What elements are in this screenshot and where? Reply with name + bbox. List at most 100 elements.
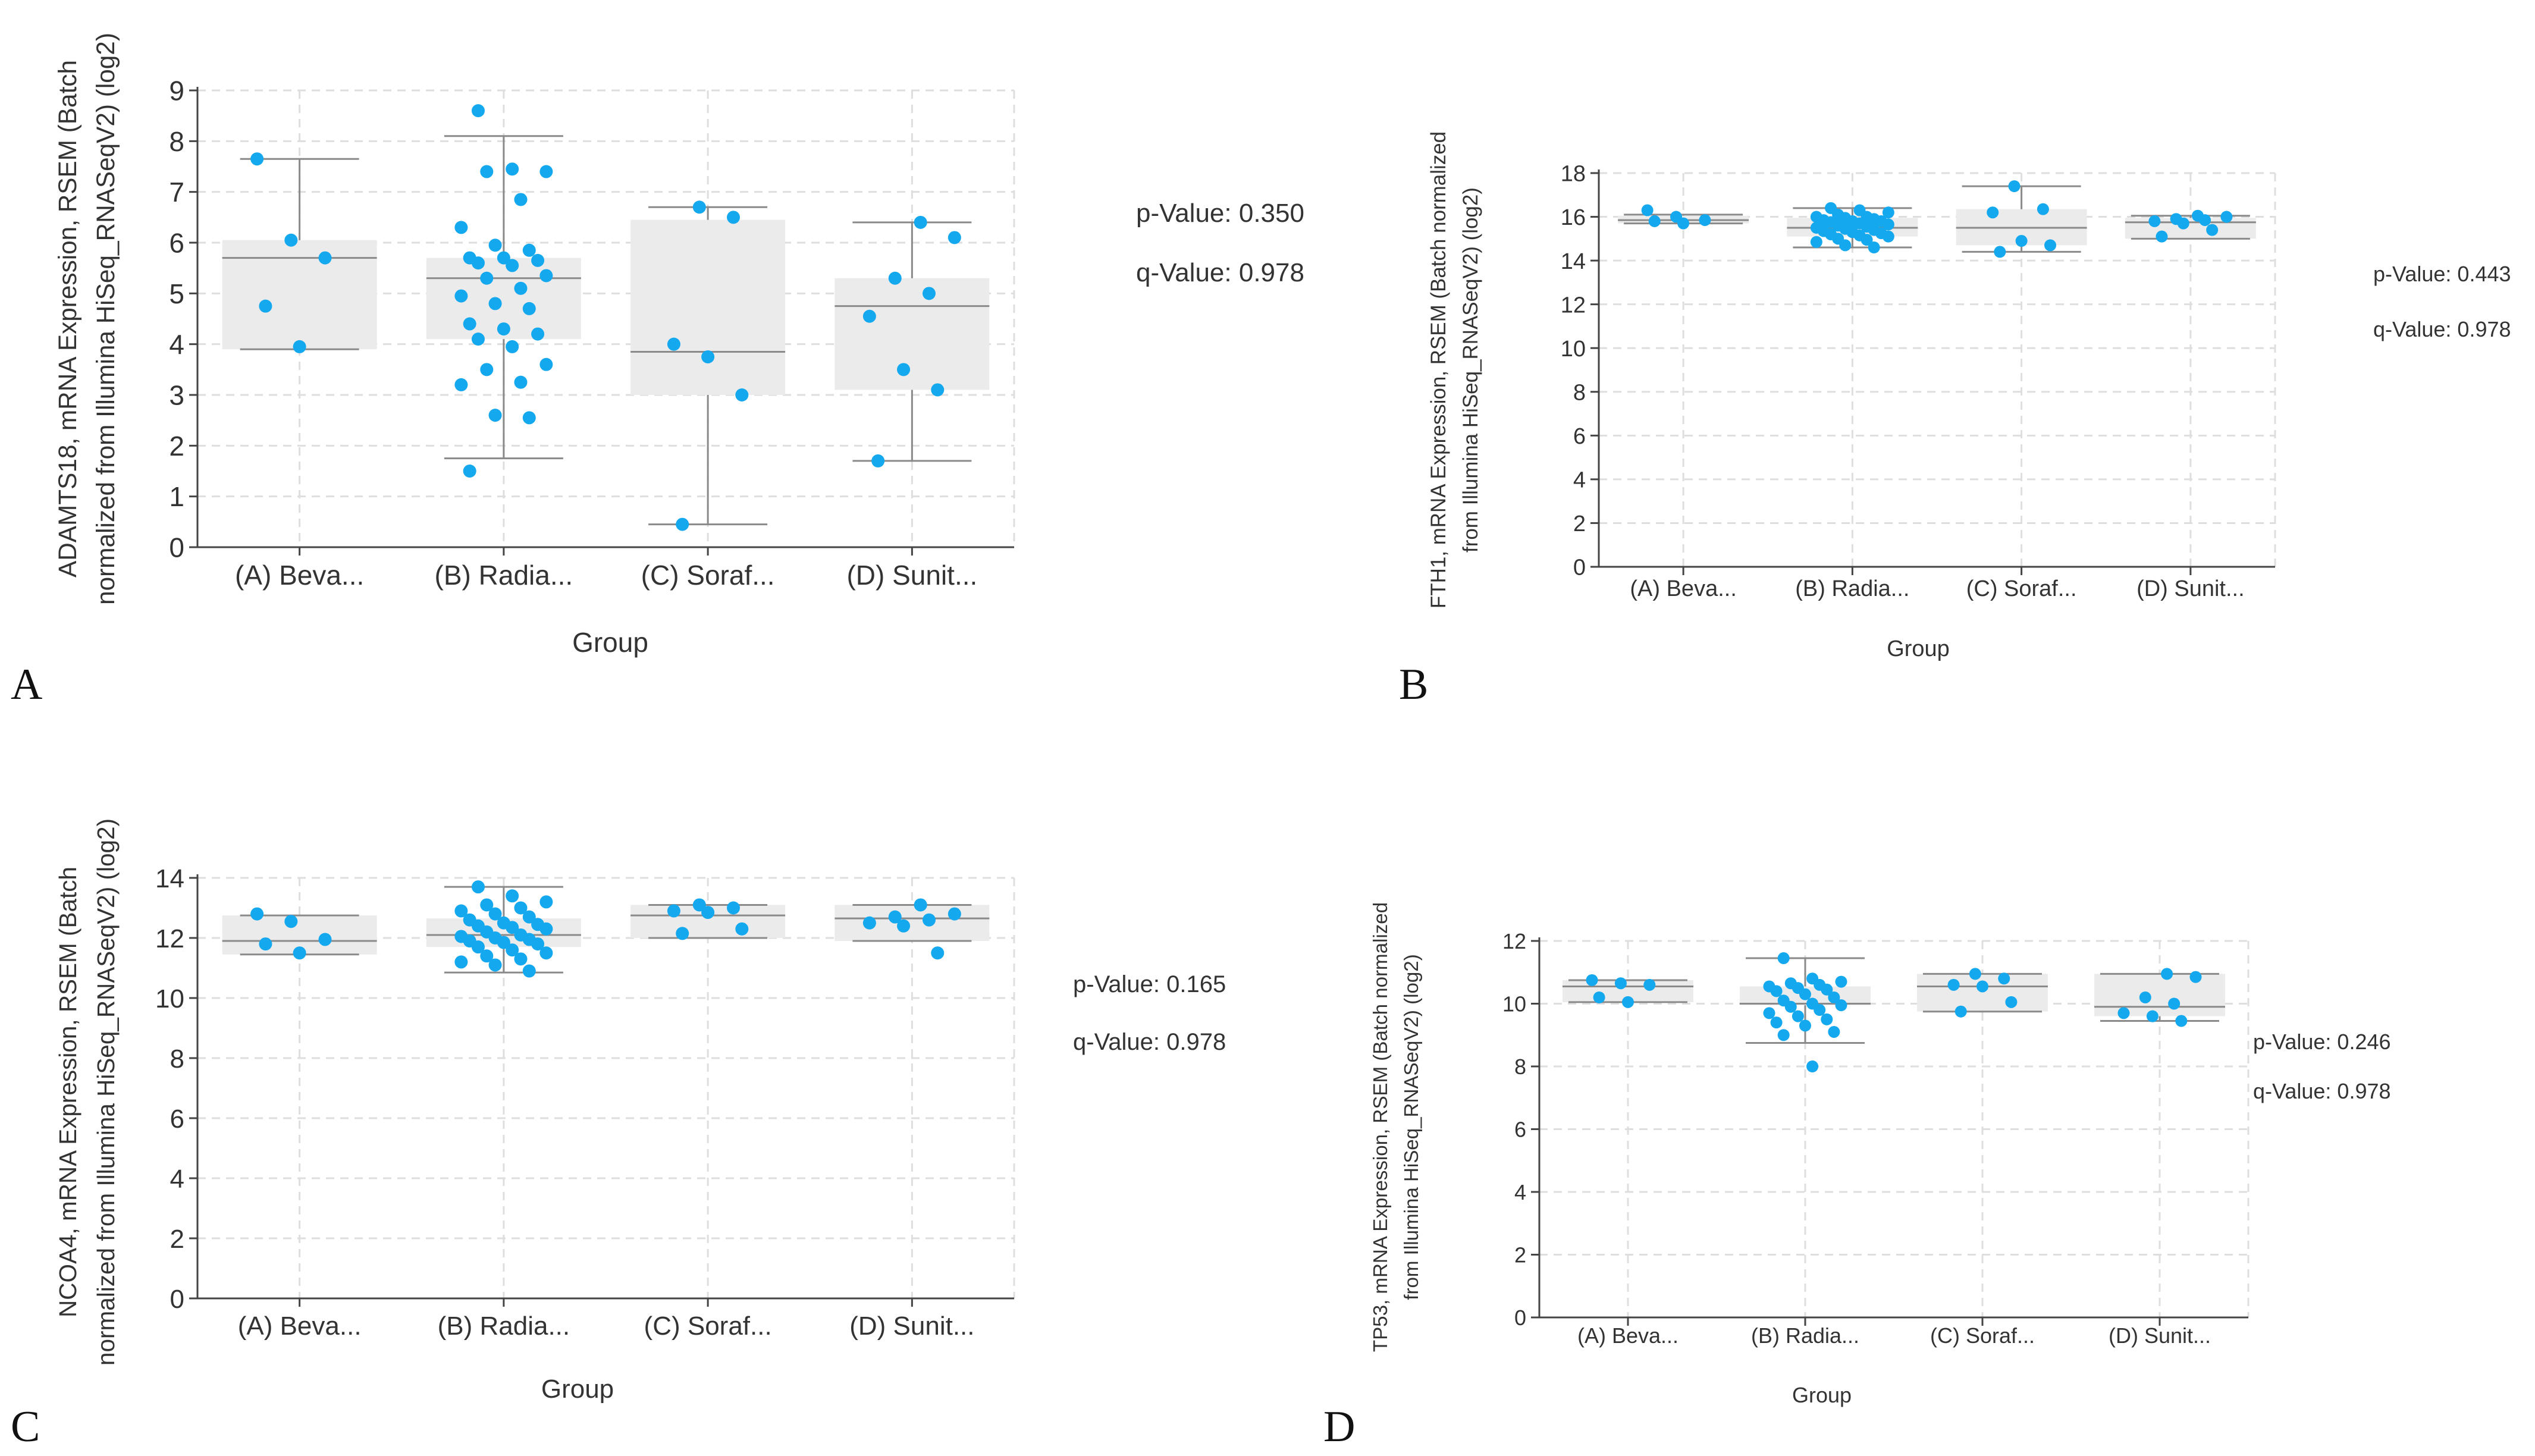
- data-point: [1699, 214, 1711, 227]
- p-value-label: p-Value: 0.246: [2253, 1030, 2391, 1054]
- x-tick-label: (D) Sunit...: [849, 1311, 974, 1341]
- y-tick-label: 6: [170, 1104, 184, 1134]
- data-point: [471, 332, 485, 346]
- q-value-label: q-Value: 0.978: [2253, 1079, 2391, 1103]
- points-group-3: [667, 200, 749, 531]
- data-point: [1835, 975, 1847, 988]
- data-point: [862, 309, 876, 323]
- data-point: [1835, 999, 1847, 1012]
- data-point: [1641, 204, 1654, 216]
- points-group-4: [2148, 209, 2233, 243]
- x-tick-label: (D) Sunit...: [2136, 576, 2245, 601]
- points-group-4: [862, 898, 961, 960]
- y-tick-label: 5: [169, 278, 184, 309]
- data-point: [1839, 239, 1852, 252]
- data-point: [284, 915, 298, 928]
- y-axis-label: normalized from Illumina HiSeq_RNASeqV2)…: [92, 818, 120, 1366]
- data-point: [506, 889, 519, 903]
- data-point: [1677, 217, 1690, 230]
- data-point: [471, 256, 485, 270]
- data-point: [454, 904, 468, 918]
- data-point: [471, 940, 485, 954]
- data-point: [667, 337, 680, 351]
- y-tick-label: 14: [1561, 249, 1586, 274]
- data-point: [539, 922, 553, 936]
- panel-letter: D: [1323, 1402, 1355, 1451]
- data-point: [1777, 1029, 1790, 1041]
- data-point: [1828, 991, 1840, 1003]
- data-point: [1643, 978, 1656, 991]
- data-point: [522, 910, 536, 924]
- data-point: [539, 269, 553, 283]
- data-point: [514, 281, 528, 295]
- data-point: [1882, 206, 1894, 219]
- panel-letter: B: [1399, 660, 1428, 709]
- points-group-2: [454, 880, 553, 978]
- data-point: [701, 906, 715, 920]
- data-point: [676, 927, 689, 940]
- x-tick-label: (A) Beva...: [1630, 576, 1737, 601]
- data-point: [2037, 203, 2049, 215]
- data-point: [2044, 239, 2057, 252]
- data-point: [1821, 1013, 1833, 1025]
- data-point: [922, 913, 936, 927]
- data-point: [497, 936, 510, 949]
- y-tick-label: 0: [1514, 1306, 1526, 1330]
- box-iqr: [222, 240, 377, 350]
- data-point: [250, 152, 264, 166]
- data-point: [522, 964, 536, 978]
- box-4: [2125, 215, 2256, 240]
- data-point: [1799, 988, 1811, 1000]
- y-tick-label: 2: [170, 1225, 184, 1254]
- data-point: [531, 253, 545, 267]
- q-value-label: q-Value: 0.978: [1073, 1029, 1226, 1055]
- box-1: [222, 158, 377, 350]
- data-point: [480, 363, 494, 376]
- points-group-1: [250, 907, 332, 960]
- y-tick-label: 10: [1502, 991, 1526, 1016]
- data-point: [1763, 1007, 1775, 1019]
- q-value-label: q-Value: 0.978: [1136, 258, 1304, 287]
- data-point: [1994, 246, 2006, 258]
- data-point: [1799, 1019, 1811, 1032]
- data-point: [2139, 991, 2151, 1003]
- y-tick-label: 2: [169, 431, 184, 462]
- points-group-4: [862, 215, 961, 467]
- box-2: [426, 886, 581, 974]
- data-point: [488, 239, 502, 252]
- y-tick-label: 0: [1573, 556, 1586, 580]
- data-point: [1622, 996, 1634, 1008]
- y-tick-label: 12: [155, 924, 184, 953]
- data-point: [1810, 236, 1822, 248]
- y-tick-label: 8: [1573, 380, 1586, 405]
- data-point: [1593, 991, 1605, 1003]
- data-point: [318, 251, 332, 265]
- y-tick-label: 6: [1514, 1117, 1526, 1141]
- data-point: [463, 465, 476, 478]
- data-point: [514, 375, 528, 389]
- data-point: [897, 363, 911, 376]
- data-point: [488, 907, 502, 921]
- data-point: [931, 383, 945, 397]
- data-point: [2199, 214, 2211, 227]
- data-point: [2189, 971, 2202, 983]
- data-point: [454, 221, 468, 234]
- data-point: [1821, 983, 1833, 996]
- data-point: [488, 409, 502, 422]
- data-point: [1976, 980, 1988, 993]
- y-axis-label: normalized from Illumina HiSeq_RNASeqV2)…: [92, 33, 120, 605]
- data-point: [914, 215, 927, 229]
- chart-panel-a: 0 1 2 3 4 5 6 7 8 9 (A) Beva... (B) Radia... (C) Sor…: [11, 33, 1304, 709]
- data-point: [735, 388, 749, 401]
- points-group-1: [250, 152, 332, 353]
- data-point: [2146, 1010, 2158, 1022]
- data-point: [667, 904, 680, 918]
- data-point: [2005, 996, 2018, 1008]
- y-axis-label: ADAMTS18, mRNA Expression, RSEM (Batch: [54, 60, 81, 578]
- data-point: [888, 910, 902, 924]
- y-tick-label: 0: [169, 532, 184, 563]
- y-tick-label: 2: [1573, 512, 1586, 536]
- y-axis-label: from Illumina HiSeq_RNASeqV2) (log2): [1459, 187, 1482, 553]
- y-tick-label: 14: [155, 864, 184, 893]
- data-point: [463, 317, 476, 331]
